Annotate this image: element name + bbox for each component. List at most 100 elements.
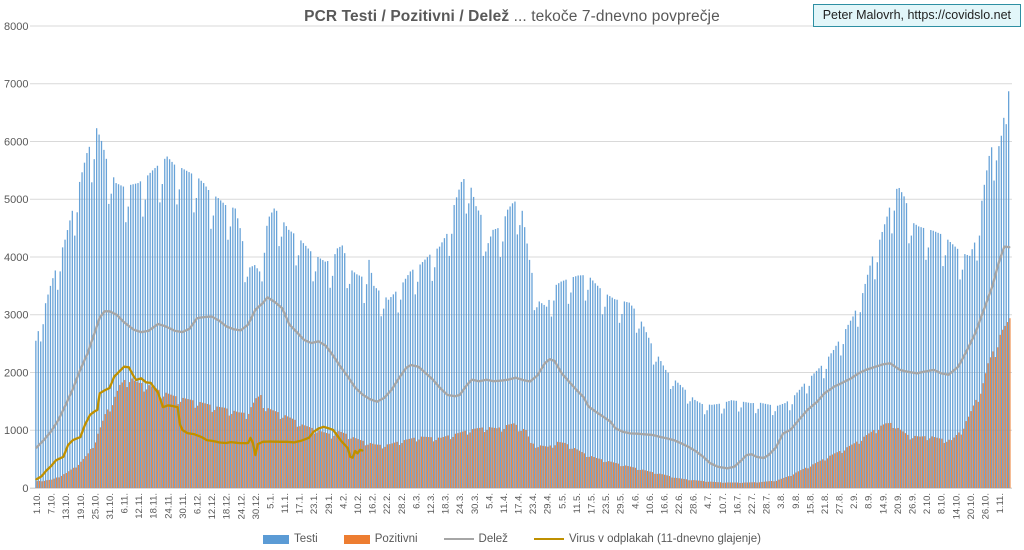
svg-text:24.12.: 24.12. xyxy=(236,493,247,519)
delez-line xyxy=(35,245,1011,470)
svg-text:21.8.: 21.8. xyxy=(820,493,831,514)
svg-text:23.5.: 23.5. xyxy=(601,493,612,514)
svg-text:14.10.: 14.10. xyxy=(951,493,962,519)
svg-text:2000: 2000 xyxy=(4,367,28,379)
svg-text:10.2.: 10.2. xyxy=(353,493,364,514)
legend-label-delez: Delež xyxy=(478,533,508,545)
svg-text:22.2.: 22.2. xyxy=(382,493,393,514)
svg-text:23.4.: 23.4. xyxy=(528,493,539,514)
svg-text:3.8.: 3.8. xyxy=(776,493,787,509)
svg-text:8.9.: 8.9. xyxy=(864,493,875,509)
svg-text:8000: 8000 xyxy=(4,21,28,33)
svg-text:26.9.: 26.9. xyxy=(908,493,919,514)
svg-text:15.8.: 15.8. xyxy=(805,493,816,514)
x-axis-labels: 1.10. 7.10. 13.10. 19.10. 25.10. 31.10. 6.11. 1… xyxy=(32,493,1006,519)
svg-text:20.9.: 20.9. xyxy=(893,493,904,514)
svg-text:6.11.: 6.11. xyxy=(120,493,131,513)
legend-item-delez: Delež xyxy=(443,533,508,545)
pozitivni-bars xyxy=(36,318,1011,488)
y-axis-labels: 0 1000 2000 3000 4000 5000 6000 7000 8000 xyxy=(4,21,28,495)
svg-text:4.6.: 4.6. xyxy=(630,493,641,509)
svg-text:28.7.: 28.7. xyxy=(762,493,773,514)
svg-text:30.3.: 30.3. xyxy=(470,493,481,514)
svg-text:5000: 5000 xyxy=(4,194,28,206)
svg-text:11.1.: 11.1. xyxy=(280,493,291,513)
svg-text:30.12.: 30.12. xyxy=(251,493,262,519)
svg-text:1.11.: 1.11. xyxy=(995,493,1006,513)
svg-text:13.10.: 13.10. xyxy=(61,493,72,519)
svg-text:7.10.: 7.10. xyxy=(47,493,58,514)
svg-text:16.7.: 16.7. xyxy=(732,493,743,514)
svg-text:4.7.: 4.7. xyxy=(703,493,714,509)
svg-text:11.4.: 11.4. xyxy=(499,493,510,513)
svg-text:16.6.: 16.6. xyxy=(659,493,670,514)
svg-text:26.10.: 26.10. xyxy=(980,493,991,519)
legend: Testi Pozitivni Delež Virus v odplakah (11-… xyxy=(0,533,1024,545)
svg-text:17.5.: 17.5. xyxy=(586,493,597,514)
svg-text:8.10.: 8.10. xyxy=(937,493,948,514)
svg-text:4.2.: 4.2. xyxy=(338,493,349,509)
svg-text:12.3.: 12.3. xyxy=(426,493,437,514)
legend-label-testi: Testi xyxy=(294,533,318,545)
svg-text:27.8.: 27.8. xyxy=(835,493,846,514)
svg-text:20.10.: 20.10. xyxy=(966,493,977,519)
svg-text:17.1.: 17.1. xyxy=(295,493,306,514)
svg-text:16.2.: 16.2. xyxy=(368,493,379,514)
svg-text:29.5.: 29.5. xyxy=(616,493,627,514)
legend-label-virus: Virus v odplakah (11-dnevno glajenje) xyxy=(568,533,761,545)
svg-text:5.1.: 5.1. xyxy=(265,493,276,509)
svg-text:5.5.: 5.5. xyxy=(557,493,568,509)
chart-title-main: PCR Testi / Pozitivni / Delež xyxy=(304,8,510,25)
svg-text:24.3.: 24.3. xyxy=(455,493,466,514)
legend-swatch-delez xyxy=(443,537,474,541)
svg-text:28.6.: 28.6. xyxy=(689,493,700,514)
svg-text:1000: 1000 xyxy=(4,425,28,437)
svg-text:23.1.: 23.1. xyxy=(309,493,320,514)
testi-bars xyxy=(35,91,1010,489)
svg-text:10.6.: 10.6. xyxy=(645,493,656,514)
legend-label-pozitivni: Pozitivni xyxy=(374,533,418,545)
svg-text:18.12.: 18.12. xyxy=(222,493,233,519)
svg-text:10.7.: 10.7. xyxy=(718,493,729,514)
svg-text:5.4.: 5.4. xyxy=(484,493,495,509)
svg-text:1.10.: 1.10. xyxy=(32,493,43,514)
svg-text:22.7.: 22.7. xyxy=(747,493,758,514)
svg-text:18.11.: 18.11. xyxy=(149,493,160,519)
svg-text:29.4.: 29.4. xyxy=(543,493,554,514)
svg-text:25.10.: 25.10. xyxy=(90,493,101,519)
legend-item-testi: Testi xyxy=(263,533,318,545)
svg-text:29.1.: 29.1. xyxy=(324,493,335,514)
legend-swatch-virus xyxy=(533,537,564,541)
svg-text:24.11.: 24.11. xyxy=(163,493,174,519)
svg-text:30.11.: 30.11. xyxy=(178,493,189,519)
credit-box: Peter Malovrh, https://covidslo.net xyxy=(812,4,1021,27)
credit-text: Peter Malovrh, https://covidslo.net xyxy=(822,8,1011,22)
svg-text:19.10.: 19.10. xyxy=(76,493,87,519)
svg-text:2.9.: 2.9. xyxy=(849,493,860,509)
svg-text:2.10.: 2.10. xyxy=(922,493,933,514)
chart-title: PCR Testi / Pozitivni / Delež ... tekoče… xyxy=(0,8,1024,26)
svg-text:18.3.: 18.3. xyxy=(441,493,452,514)
legend-swatch-testi xyxy=(263,534,290,544)
svg-text:22.6.: 22.6. xyxy=(674,493,685,514)
svg-text:6.12.: 6.12. xyxy=(193,493,204,514)
svg-text:11.5.: 11.5. xyxy=(572,493,583,513)
svg-text:12.11.: 12.11. xyxy=(134,493,145,519)
virus-line xyxy=(35,365,364,481)
svg-text:28.2.: 28.2. xyxy=(397,493,408,514)
svg-text:14.9.: 14.9. xyxy=(878,493,889,514)
svg-text:6.3.: 6.3. xyxy=(411,493,422,509)
svg-text:0: 0 xyxy=(22,483,28,495)
legend-item-pozitivni: Pozitivni xyxy=(343,533,418,545)
svg-text:4000: 4000 xyxy=(4,252,28,264)
svg-text:17.4.: 17.4. xyxy=(514,493,525,514)
svg-text:9.8.: 9.8. xyxy=(791,493,802,509)
svg-text:6000: 6000 xyxy=(4,136,28,148)
svg-text:31.10.: 31.10. xyxy=(105,493,116,519)
svg-text:7000: 7000 xyxy=(4,79,28,91)
svg-text:3000: 3000 xyxy=(4,310,28,322)
legend-swatch-pozitivni xyxy=(343,534,370,544)
svg-text:12.12.: 12.12. xyxy=(207,493,218,519)
